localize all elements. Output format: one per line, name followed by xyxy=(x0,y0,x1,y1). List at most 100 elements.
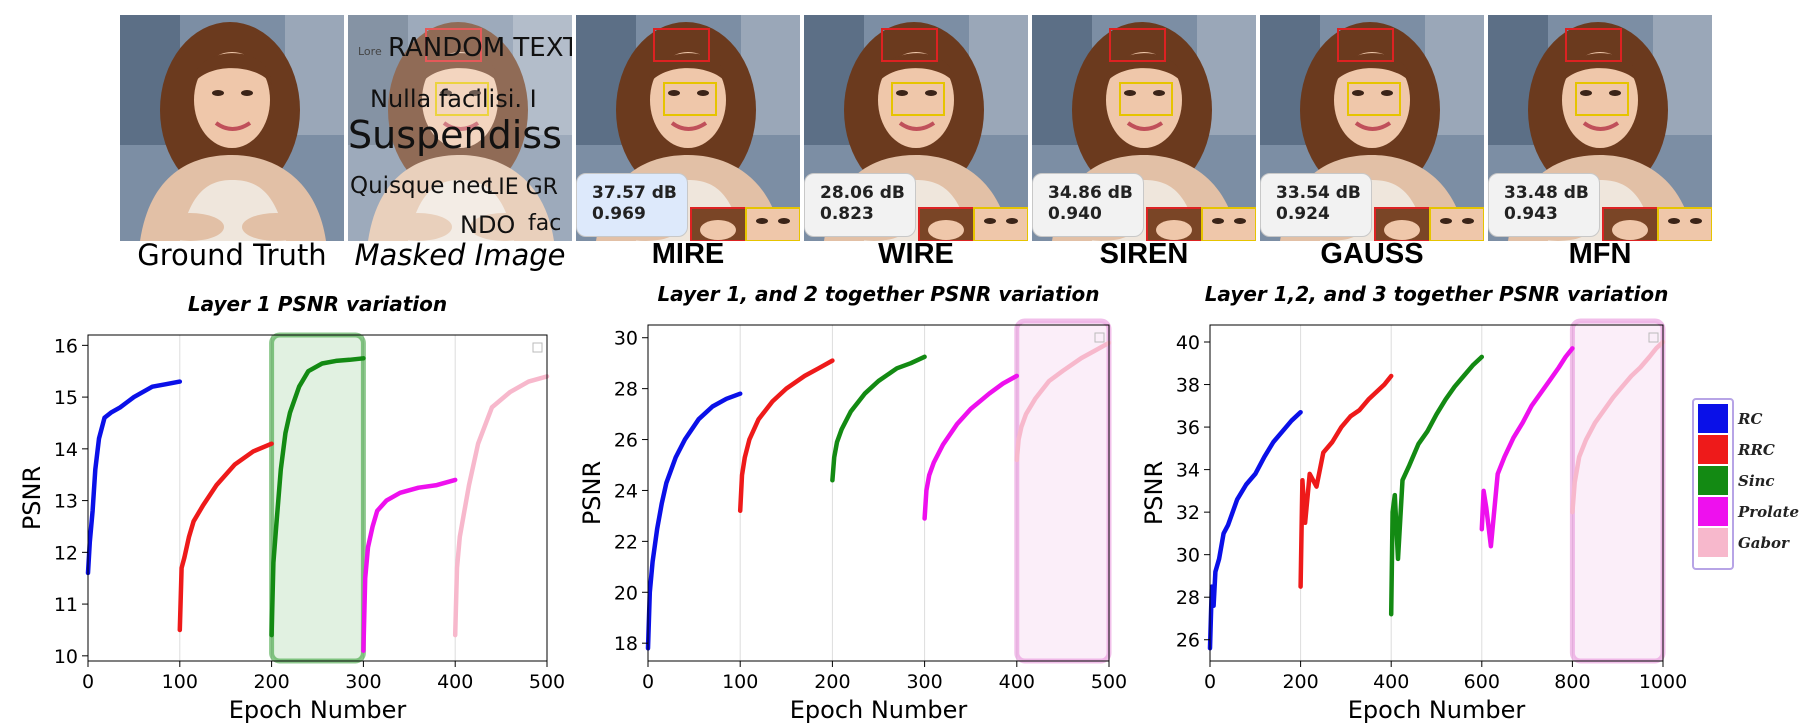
inset-face xyxy=(928,220,964,240)
caption-ground-truth: Ground Truth xyxy=(137,238,327,272)
psnr-value: 28.06 dB xyxy=(820,183,905,203)
arm xyxy=(470,213,538,241)
legend-swatch-sinc xyxy=(1698,466,1728,495)
series-line-gabor xyxy=(452,374,550,638)
x-tick-label: 100 xyxy=(162,671,198,693)
mouth xyxy=(442,121,480,131)
chart-title: Layer 1,2, and 3 together PSNR variation xyxy=(1205,282,1669,306)
y-tick-label: 34 xyxy=(1176,460,1200,482)
y-tick-label: 24 xyxy=(614,480,638,502)
inset-eye xyxy=(1234,218,1246,224)
arm xyxy=(156,213,224,241)
y-tick-label: 14 xyxy=(54,439,78,461)
mask-text: RANDOM TEXT xyxy=(388,33,572,63)
highlight-box xyxy=(269,332,366,664)
mouth xyxy=(1354,121,1392,131)
x-tick-label: 300 xyxy=(906,671,942,693)
inset-face xyxy=(1156,220,1192,240)
inset-eye xyxy=(1212,218,1224,224)
inset-eye xyxy=(756,218,768,224)
zoom-inset-yellow xyxy=(745,207,800,241)
zoom-box-yellow xyxy=(1575,82,1629,116)
ssim-value: 0.924 xyxy=(1276,204,1330,224)
zoom-box-red xyxy=(1109,28,1166,62)
inset-face xyxy=(1612,220,1648,240)
x-tick-label: 300 xyxy=(345,671,381,693)
eye xyxy=(469,90,481,96)
ground-truth-image xyxy=(120,15,344,241)
hair-fringe xyxy=(192,53,272,85)
series-line-prolate xyxy=(361,477,458,653)
legend-label-rrc: RRC xyxy=(1738,441,1775,459)
zoom-inset-yellow xyxy=(1201,207,1256,241)
gauss-image: 33.54 dB 0.924 xyxy=(1260,15,1484,241)
zoom-inset-red xyxy=(1602,207,1659,241)
y-tick-label: 28 xyxy=(1176,587,1200,609)
series-line-rrc xyxy=(737,358,835,514)
plot-frame xyxy=(647,324,1110,662)
eye xyxy=(1381,90,1393,96)
y-tick-label: 20 xyxy=(614,582,638,604)
zoom-inset-red xyxy=(1146,207,1203,241)
caption-masked-image: Masked Image xyxy=(354,238,566,272)
mfn-image: 33.48 dB 0.943 xyxy=(1488,15,1712,241)
eye xyxy=(925,90,937,96)
zoom-box-red xyxy=(881,28,938,62)
eye xyxy=(1580,90,1592,96)
face xyxy=(194,52,270,148)
x-tick-label: 400 xyxy=(437,671,473,693)
psnr-value: 37.57 dB xyxy=(592,183,677,203)
face xyxy=(1334,52,1410,148)
inset-face xyxy=(700,220,736,240)
y-tick-label: 40 xyxy=(1176,332,1200,354)
series-line-rc xyxy=(1207,409,1303,651)
y-tick-label: 11 xyxy=(54,594,78,616)
inset-frame xyxy=(745,207,800,241)
zoom-inset-yellow xyxy=(1657,207,1712,241)
eye xyxy=(697,90,709,96)
y-axis-label: PSNR xyxy=(578,461,606,525)
inset-face xyxy=(1384,220,1420,240)
zoom-inset-yellow xyxy=(1429,207,1484,241)
zoom-inset-red xyxy=(690,207,747,241)
metric-badge: 28.06 dB 0.823 xyxy=(804,173,916,237)
caption-siren: SIREN xyxy=(1099,238,1189,270)
zoom-box-red xyxy=(425,28,482,62)
series-line-prolate xyxy=(1479,346,1575,549)
zoom-box-red xyxy=(1337,28,1394,62)
legend-marker-box xyxy=(1648,332,1659,343)
mask-text: fac xyxy=(528,211,562,236)
legend-label-sinc: Sinc xyxy=(1738,472,1775,490)
x-tick-label: 1000 xyxy=(1639,671,1687,693)
series-line-rrc xyxy=(177,441,274,633)
y-tick-label: 32 xyxy=(1176,502,1200,524)
face xyxy=(878,52,954,148)
inset-frame xyxy=(1429,207,1484,241)
legend-swatch-prolate xyxy=(1698,497,1728,526)
portrait xyxy=(348,15,572,241)
legend-swatch-gabor xyxy=(1698,528,1728,557)
chart-panel: Layer 1 PSNR variation 0 100 200 300 400 500 10… xyxy=(18,292,565,724)
highlight-box xyxy=(1569,318,1666,664)
caption-gauss: GAUSS xyxy=(1320,238,1424,270)
mask-text: LIE GR xyxy=(486,175,558,200)
y-tick-label: 38 xyxy=(1176,375,1200,397)
mask-overlay xyxy=(348,15,572,241)
wire-image: 28.06 dB 0.823 xyxy=(804,15,1028,241)
caption-wire: WIRE xyxy=(878,238,954,270)
inset-eye xyxy=(1690,218,1702,224)
chart-title: Layer 1 PSNR variation xyxy=(188,292,447,316)
zoom-box-red xyxy=(653,28,710,62)
inset-frame xyxy=(1201,207,1256,241)
plot-frame xyxy=(1209,324,1664,662)
mouth xyxy=(1582,121,1620,131)
zoom-box-yellow xyxy=(891,82,945,116)
caption-mfn: MFN xyxy=(1568,238,1632,270)
x-tick-label: 200 xyxy=(253,671,289,693)
x-tick-label: 400 xyxy=(1373,671,1409,693)
legend-swatch-rrc xyxy=(1698,435,1728,464)
mire-image: 37.57 dB 0.969 xyxy=(576,15,800,241)
y-tick-label: 15 xyxy=(54,387,78,409)
metric-badge: 33.48 dB 0.943 xyxy=(1488,173,1600,237)
